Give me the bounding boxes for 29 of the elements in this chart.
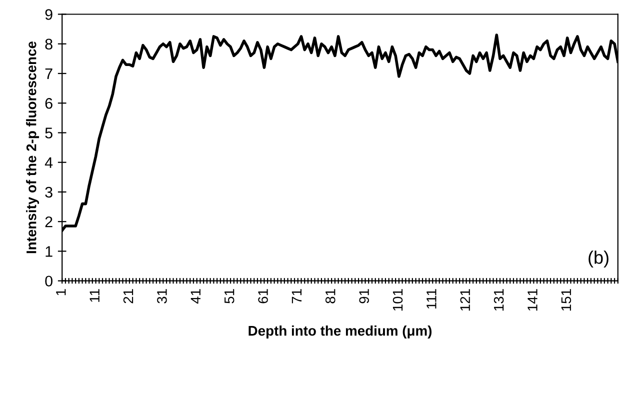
y-tick-label: 6 (45, 98, 52, 109)
x-tick-label: 61 (258, 289, 268, 304)
x-tick-label: 151 (561, 289, 572, 311)
x-tick-label: 111 (426, 289, 436, 309)
x-tick-label: 81 (325, 289, 336, 304)
x-tick-label: 41 (190, 289, 200, 304)
x-tick-label: 71 (292, 289, 302, 304)
x-tick-label: 91 (359, 289, 369, 304)
x-axis-title: Depth into the medium (μm) (248, 326, 432, 338)
y-tick-label: 0 (45, 276, 52, 287)
annotation: (b) (588, 250, 608, 268)
y-axis-title: Intensity of the 2-p fluorescence (26, 42, 40, 254)
y-tick-label: 5 (45, 128, 52, 138)
x-tick-label: 11 (90, 289, 100, 302)
y-tick-label: 1 (46, 246, 52, 257)
x-tick-label: 31 (157, 289, 167, 304)
x-tick-label: 51 (224, 289, 234, 304)
y-tick-label: 9 (45, 9, 52, 20)
x-tick-label: 1 (56, 289, 66, 296)
y-tick-label: 3 (45, 186, 52, 198)
y-tick-label: 2 (45, 216, 52, 228)
x-tick-label: 21 (123, 289, 134, 304)
x-tick-label: 141 (528, 289, 538, 311)
x-tick-label: 131 (494, 289, 504, 311)
y-tick-label: 4 (44, 157, 53, 168)
x-tick-label: 101 (392, 289, 403, 311)
x-tick-label: 121 (460, 289, 470, 311)
y-tick-label: 7 (45, 68, 52, 80)
y-tick-label: 8 (45, 38, 52, 50)
